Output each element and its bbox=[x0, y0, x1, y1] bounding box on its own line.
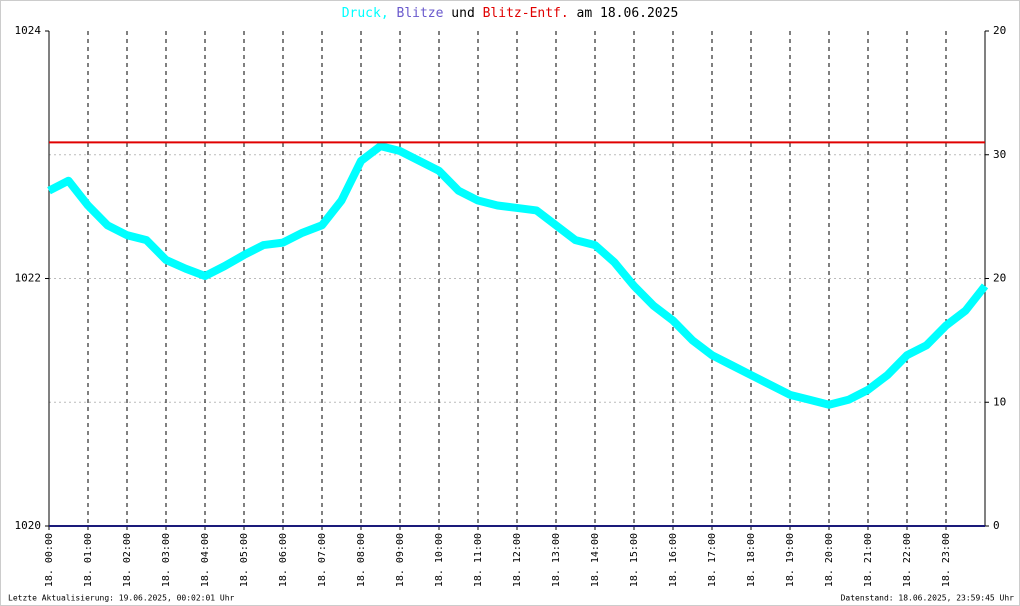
x-tick-label: 18. 08:00 bbox=[356, 533, 367, 587]
x-tick-label: 18. 02:00 bbox=[122, 533, 133, 587]
series-line bbox=[47, 142, 989, 409]
x-tick-label: 18. 06:00 bbox=[278, 533, 289, 587]
y2-tick-label: 20 bbox=[993, 24, 1006, 37]
y2-tick-label: 30 bbox=[993, 148, 1006, 161]
footer-right: Datenstand: 18.06.2025, 23:59:45 Uhr bbox=[841, 594, 1015, 603]
x-tick-label: 18. 00:00 bbox=[44, 533, 55, 587]
footer-left: Letzte Aktualisierung: 19.06.2025, 00:02… bbox=[8, 594, 235, 603]
title-part: Druck, bbox=[342, 6, 389, 21]
x-tick-label: 18. 04:00 bbox=[200, 533, 211, 587]
x-tick-label: 18. 15:00 bbox=[629, 533, 640, 587]
x-tick-label: 18. 17:00 bbox=[707, 533, 718, 587]
x-tick-label: 18. 21:00 bbox=[863, 533, 874, 587]
y-tick-label: 1020 bbox=[15, 519, 42, 532]
x-tick-label: 18. 14:00 bbox=[590, 533, 601, 587]
x-tick-label: 18. 07:00 bbox=[317, 533, 328, 587]
x-tick-label: 18. 22:00 bbox=[902, 533, 913, 587]
x-tick-label: 18. 23:00 bbox=[941, 533, 952, 587]
y2-tick-label: 20 bbox=[993, 272, 1006, 285]
x-tick-label: 18. 05:00 bbox=[239, 533, 250, 587]
x-tick-label: 18. 11:00 bbox=[473, 533, 484, 587]
x-tick-label: 18. 19:00 bbox=[785, 533, 796, 587]
x-tick-label: 18. 20:00 bbox=[824, 533, 835, 587]
x-tick-label: 18. 01:00 bbox=[83, 533, 94, 587]
title-part: Blitze bbox=[397, 6, 444, 21]
y2-tick-label: 10 bbox=[993, 395, 1006, 408]
x-tick-label: 18. 13:00 bbox=[551, 533, 562, 587]
title-part: Blitz-Entf. bbox=[483, 6, 569, 21]
y-tick-label: 1022 bbox=[15, 272, 42, 285]
x-tick-label: 18. 18:00 bbox=[746, 533, 757, 587]
y-tick-label: 1024 bbox=[15, 24, 42, 37]
x-tick-label: 18. 03:00 bbox=[161, 533, 172, 587]
title-part: und bbox=[451, 6, 474, 21]
y2-tick-label: 0 bbox=[993, 519, 1000, 532]
x-tick-label: 18. 09:00 bbox=[395, 533, 406, 587]
title-part: am 18.06.2025 bbox=[577, 6, 679, 21]
chart-title: Druck, Blitze und Blitz-Entf. am 18.06.2… bbox=[342, 6, 679, 21]
x-tick-label: 18. 16:00 bbox=[668, 533, 679, 587]
x-tick-label: 18. 10:00 bbox=[434, 533, 445, 587]
x-tick-label: 18. 12:00 bbox=[512, 533, 523, 587]
